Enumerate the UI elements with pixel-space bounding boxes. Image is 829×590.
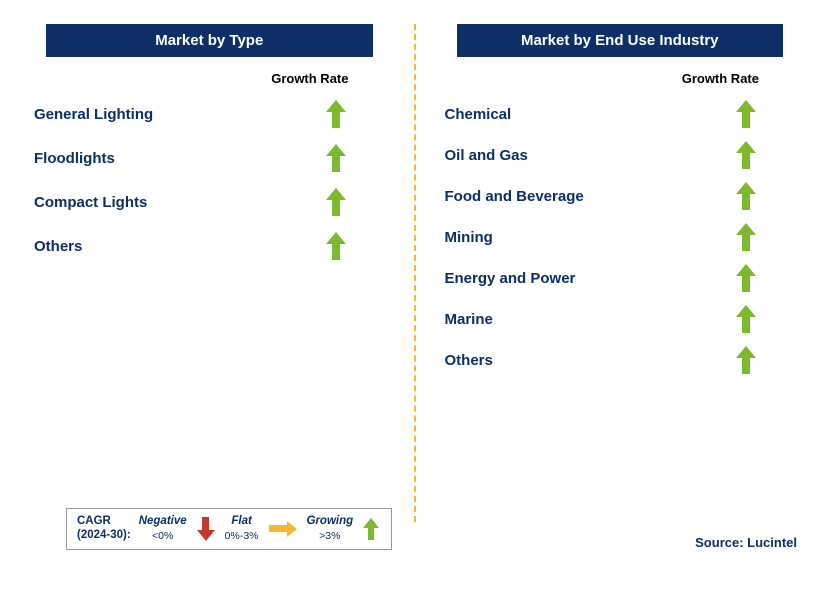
arrow-up-icon	[323, 99, 349, 129]
row-label: Floodlights	[34, 150, 115, 167]
row-label: Energy and Power	[445, 270, 576, 287]
source-label: Source: Lucintel	[695, 535, 797, 550]
left-panel: Market by Type Growth Rate General Light…	[0, 0, 415, 590]
list-item: Food and Beverage	[439, 182, 802, 210]
legend-cagr-line2: (2024-30):	[77, 529, 131, 543]
list-item: Others	[28, 232, 391, 260]
row-label: Oil and Gas	[445, 147, 528, 164]
row-label: Food and Beverage	[445, 188, 584, 205]
legend-flat-title: Flat	[231, 515, 251, 529]
right-growth-label: Growth Rate	[439, 71, 802, 86]
list-item: Oil and Gas	[439, 141, 802, 169]
arrow-up-icon	[733, 99, 759, 129]
left-rows: General Lighting Floodlights Compact Light…	[28, 100, 391, 260]
arrow-up-icon	[323, 187, 349, 217]
infographic-container: Market by Type Growth Rate General Light…	[0, 0, 829, 590]
row-label: Others	[445, 352, 493, 369]
arrow-up-icon	[733, 263, 759, 293]
list-item: Floodlights	[28, 144, 391, 172]
arrow-up-icon	[733, 140, 759, 170]
right-rows: Chemical Oil and Gas Food and Beverage Mini…	[439, 100, 802, 374]
row-label: Mining	[445, 229, 493, 246]
arrow-up-icon	[363, 518, 379, 540]
list-item: Energy and Power	[439, 264, 802, 292]
list-item: Others	[439, 346, 802, 374]
legend-cagr-line1: CAGR	[77, 515, 111, 527]
row-label: Marine	[445, 311, 493, 328]
arrow-up-icon	[323, 231, 349, 261]
arrow-up-icon	[733, 345, 759, 375]
left-growth-label: Growth Rate	[28, 71, 391, 86]
arrow-up-icon	[733, 181, 759, 211]
row-label: Compact Lights	[34, 194, 147, 211]
legend-negative-title: Negative	[139, 515, 187, 529]
legend-growing-sub: >3%	[319, 530, 340, 543]
row-label: General Lighting	[34, 106, 153, 123]
legend-growing-title: Growing	[307, 515, 354, 529]
arrow-up-icon	[733, 304, 759, 334]
row-label: Others	[34, 238, 82, 255]
legend-box: CAGR (2024-30): Negative <0% Flat 0%-3% …	[66, 508, 392, 550]
row-label: Chemical	[445, 106, 512, 123]
arrow-right-icon	[269, 521, 297, 537]
list-item: Marine	[439, 305, 802, 333]
left-header: Market by Type	[46, 24, 373, 57]
legend-negative: Negative <0%	[139, 515, 187, 543]
arrow-down-icon	[197, 517, 215, 541]
legend-cagr: CAGR (2024-30):	[77, 515, 131, 543]
right-header: Market by End Use Industry	[457, 24, 784, 57]
list-item: Compact Lights	[28, 188, 391, 216]
right-panel: Market by End Use Industry Growth Rate C…	[415, 0, 829, 590]
list-item: Mining	[439, 223, 802, 251]
list-item: Chemical	[439, 100, 802, 128]
legend-flat: Flat 0%-3%	[225, 515, 259, 543]
legend-growing: Growing >3%	[307, 515, 354, 543]
legend-negative-sub: <0%	[152, 530, 173, 543]
arrow-up-icon	[323, 143, 349, 173]
list-item: General Lighting	[28, 100, 391, 128]
arrow-up-icon	[733, 222, 759, 252]
legend-flat-sub: 0%-3%	[225, 530, 259, 543]
